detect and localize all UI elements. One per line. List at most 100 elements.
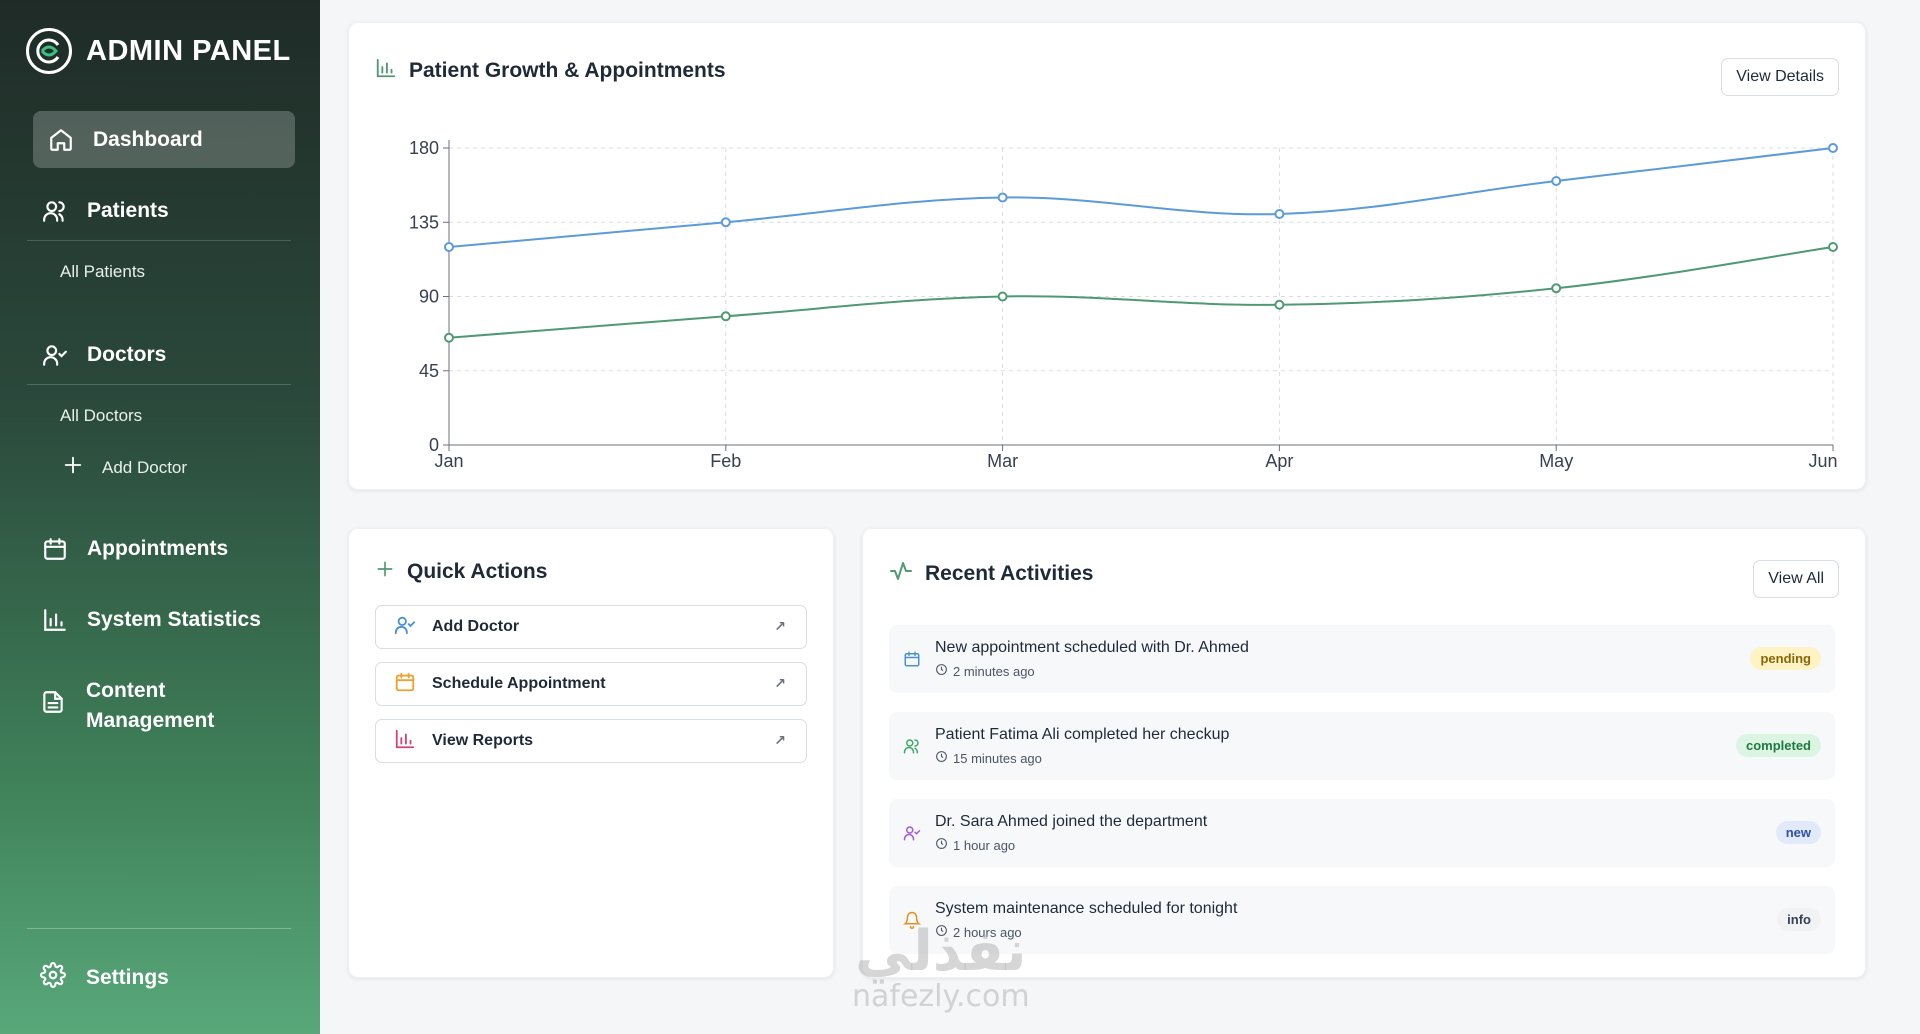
- clock-icon: [935, 750, 948, 766]
- calendar-icon: [41, 535, 69, 563]
- view-details-button[interactable]: View Details: [1721, 58, 1839, 96]
- watermark-arabic: نفذلي: [855, 919, 1027, 984]
- status-badge: info: [1777, 908, 1821, 931]
- nav-all-doctors[interactable]: All Doctors: [60, 406, 143, 425]
- patient-growth-header: Patient Growth & Appointments: [375, 57, 726, 85]
- series-point-1: [1828, 143, 1838, 153]
- activity-time: 2 minutes ago: [935, 663, 1035, 679]
- nav-content-management-line1: Content: [86, 679, 166, 702]
- bell-icon: [902, 911, 923, 931]
- brand-title: ADMIN PANEL: [86, 34, 291, 67]
- divider: [27, 928, 291, 929]
- user-check-icon: [394, 614, 416, 641]
- series-point-2: [997, 291, 1008, 302]
- quick-actions-card: Quick Actions Add Doctor ↗ Schedule Appo…: [348, 528, 834, 978]
- recent-activities-card: Recent Activities View All New appointme…: [862, 528, 1866, 978]
- nav-doctors-label: Doctors: [87, 342, 167, 366]
- status-badge: new: [1775, 821, 1821, 844]
- nav-doctors[interactable]: Doctors: [27, 326, 289, 383]
- brand-logo-icon: [26, 28, 72, 74]
- nav-add-doctor-label: Add Doctor: [102, 457, 188, 477]
- series-point-1: [444, 242, 454, 252]
- users-icon: [41, 197, 69, 225]
- nav-appointments[interactable]: Appointments: [27, 520, 289, 577]
- activity-title: Dr. Sara Ahmed joined the department: [935, 813, 1208, 830]
- watermark: نفذلي nafezly.com: [852, 924, 1030, 1014]
- nav-content-management-label: Content Management: [86, 676, 214, 736]
- quick-action-schedule-appointment[interactable]: Schedule Appointment ↗: [375, 662, 807, 706]
- nav-patients[interactable]: Patients: [27, 182, 289, 239]
- x-tick-label: Jun: [1808, 451, 1837, 471]
- arrow-up-right-icon: ↗: [774, 732, 786, 748]
- clock-icon: [935, 837, 948, 853]
- x-tick-label: May: [1539, 451, 1573, 471]
- x-tick-label: Apr: [1265, 451, 1293, 471]
- series-point-1: [720, 217, 731, 228]
- plus-icon: [375, 559, 395, 585]
- calendar-icon: [903, 650, 923, 670]
- activity-time-text: 2 hours ago: [953, 924, 1022, 940]
- arrow-up-right-icon: ↗: [774, 618, 786, 634]
- nav-content-management-line2: Management: [86, 709, 215, 732]
- x-tick-label: Feb: [710, 451, 741, 471]
- bar-chart-icon: [41, 606, 69, 634]
- activity-item[interactable]: Dr. Sara Ahmed joined the department 1 h…: [889, 799, 1835, 867]
- activity-icon: [889, 559, 913, 589]
- activity-title: System maintenance scheduled for tonight: [935, 900, 1238, 917]
- y-tick-label: 45: [419, 361, 439, 381]
- brand[interactable]: ADMIN PANEL: [26, 28, 291, 74]
- plus-icon: [62, 454, 84, 481]
- user-check-icon: [903, 824, 923, 844]
- calendar-icon: [394, 671, 416, 698]
- patient-growth-card: Patient Growth & Appointments View Detai…: [348, 22, 1866, 490]
- divider: [27, 384, 291, 385]
- clock-icon: [935, 924, 948, 940]
- patient-growth-title: Patient Growth & Appointments: [409, 59, 726, 82]
- x-tick-label: Mar: [987, 451, 1018, 471]
- gear-icon: [40, 962, 66, 994]
- activity-item[interactable]: Patient Fatima Ali completed her checkup…: [889, 712, 1835, 780]
- nav-system-statistics[interactable]: System Statistics: [27, 591, 289, 648]
- quick-actions-title: Quick Actions: [407, 560, 548, 583]
- y-tick-label: 0: [429, 435, 439, 455]
- recent-activities-header: Recent Activities: [889, 559, 1093, 589]
- activity-time: 2 hours ago: [935, 924, 1022, 940]
- quick-action-label: View Reports: [432, 732, 534, 749]
- recent-activities-title: Recent Activities: [925, 562, 1094, 585]
- nav-add-doctor[interactable]: Add Doctor: [62, 454, 187, 481]
- users-icon: [903, 737, 923, 757]
- y-tick-label: 135: [409, 212, 439, 232]
- bar-chart-icon: [394, 728, 416, 755]
- series-point-2: [1274, 299, 1285, 310]
- activity-title: New appointment scheduled with Dr. Ahmed: [935, 639, 1249, 656]
- activity-item[interactable]: System maintenance scheduled for tonight…: [889, 886, 1835, 954]
- quick-action-view-reports[interactable]: View Reports ↗: [375, 719, 807, 763]
- growth-chart: 0 45 90 135 180 Jan Feb Mar Apr May Jun: [409, 138, 1838, 471]
- activity-item[interactable]: New appointment scheduled with Dr. Ahmed…: [889, 625, 1835, 693]
- series-point-1: [997, 192, 1008, 203]
- series-point-2: [444, 332, 454, 343]
- divider: [27, 240, 291, 241]
- arrow-up-right-icon: ↗: [774, 675, 786, 691]
- status-badge: pending: [1750, 647, 1821, 670]
- file-text-icon: [40, 689, 66, 724]
- y-tick-label: 90: [419, 287, 439, 307]
- y-tick-label: 180: [409, 138, 439, 158]
- series-point-2: [1828, 242, 1838, 252]
- nav-appointments-label: Appointments: [87, 536, 229, 560]
- quick-action-label: Add Doctor: [432, 618, 520, 635]
- series-point-1: [1274, 209, 1285, 219]
- view-all-button[interactable]: View All: [1753, 560, 1839, 598]
- nav-all-patients[interactable]: All Patients: [60, 262, 146, 281]
- activity-time: 1 hour ago: [935, 837, 1015, 853]
- activity-time-text: 2 minutes ago: [953, 663, 1035, 679]
- nav-dashboard-label: Dashboard: [93, 127, 203, 151]
- nav-dashboard[interactable]: Dashboard: [33, 111, 295, 168]
- quick-action-label: Schedule Appointment: [432, 675, 606, 692]
- nav-settings-label: Settings: [86, 966, 169, 989]
- x-tick-label: Jan: [434, 451, 463, 471]
- nav-settings[interactable]: Settings: [40, 962, 169, 994]
- quick-action-add-doctor[interactable]: Add Doctor ↗: [375, 605, 807, 649]
- activity-time-text: 15 minutes ago: [953, 750, 1042, 766]
- nav-content-management[interactable]: Content Management: [40, 676, 214, 736]
